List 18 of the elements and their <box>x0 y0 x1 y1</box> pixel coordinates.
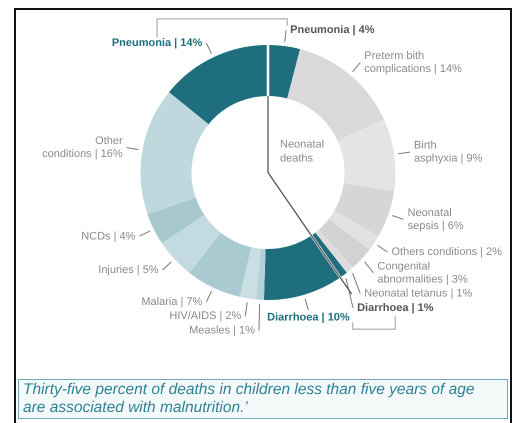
slice-label: Others conditions | 2% <box>391 246 502 258</box>
slice-label: HIV/AIDS | 2% <box>169 310 242 322</box>
text: Thirty-five percent of deaths in children less than five years of age are associated with malnutrition.’ <box>18 379 508 419</box>
slice-label: Diarrhoea | 1% <box>357 302 434 314</box>
slice-label: Neonatal sepsis | 6% <box>408 206 464 232</box>
slice-label: Congenital abnormalities | 3% <box>377 260 468 286</box>
slice-label: Diarrhoea | 10% <box>267 312 350 324</box>
slice-label: Measles | 1% <box>189 324 256 337</box>
slice-label: Other conditions | 16% <box>42 135 124 160</box>
slice-label: Injuries | 5% <box>98 264 159 276</box>
slice-label: Pneumonia | 4% <box>290 24 375 36</box>
slice-label: Birth asphyxia | 9% <box>414 140 483 165</box>
slice-label: Preterm bith complications | 14% <box>364 50 462 76</box>
slice-label: NCDs | 4% <box>81 230 136 242</box>
slice-label: Pneumonia | 14% <box>112 36 203 49</box>
slice-label: Neonatal tetanus | 1% <box>364 287 472 300</box>
text: Neonatal deaths <box>280 138 324 165</box>
slice-label: Malaria | 7% <box>141 296 203 308</box>
